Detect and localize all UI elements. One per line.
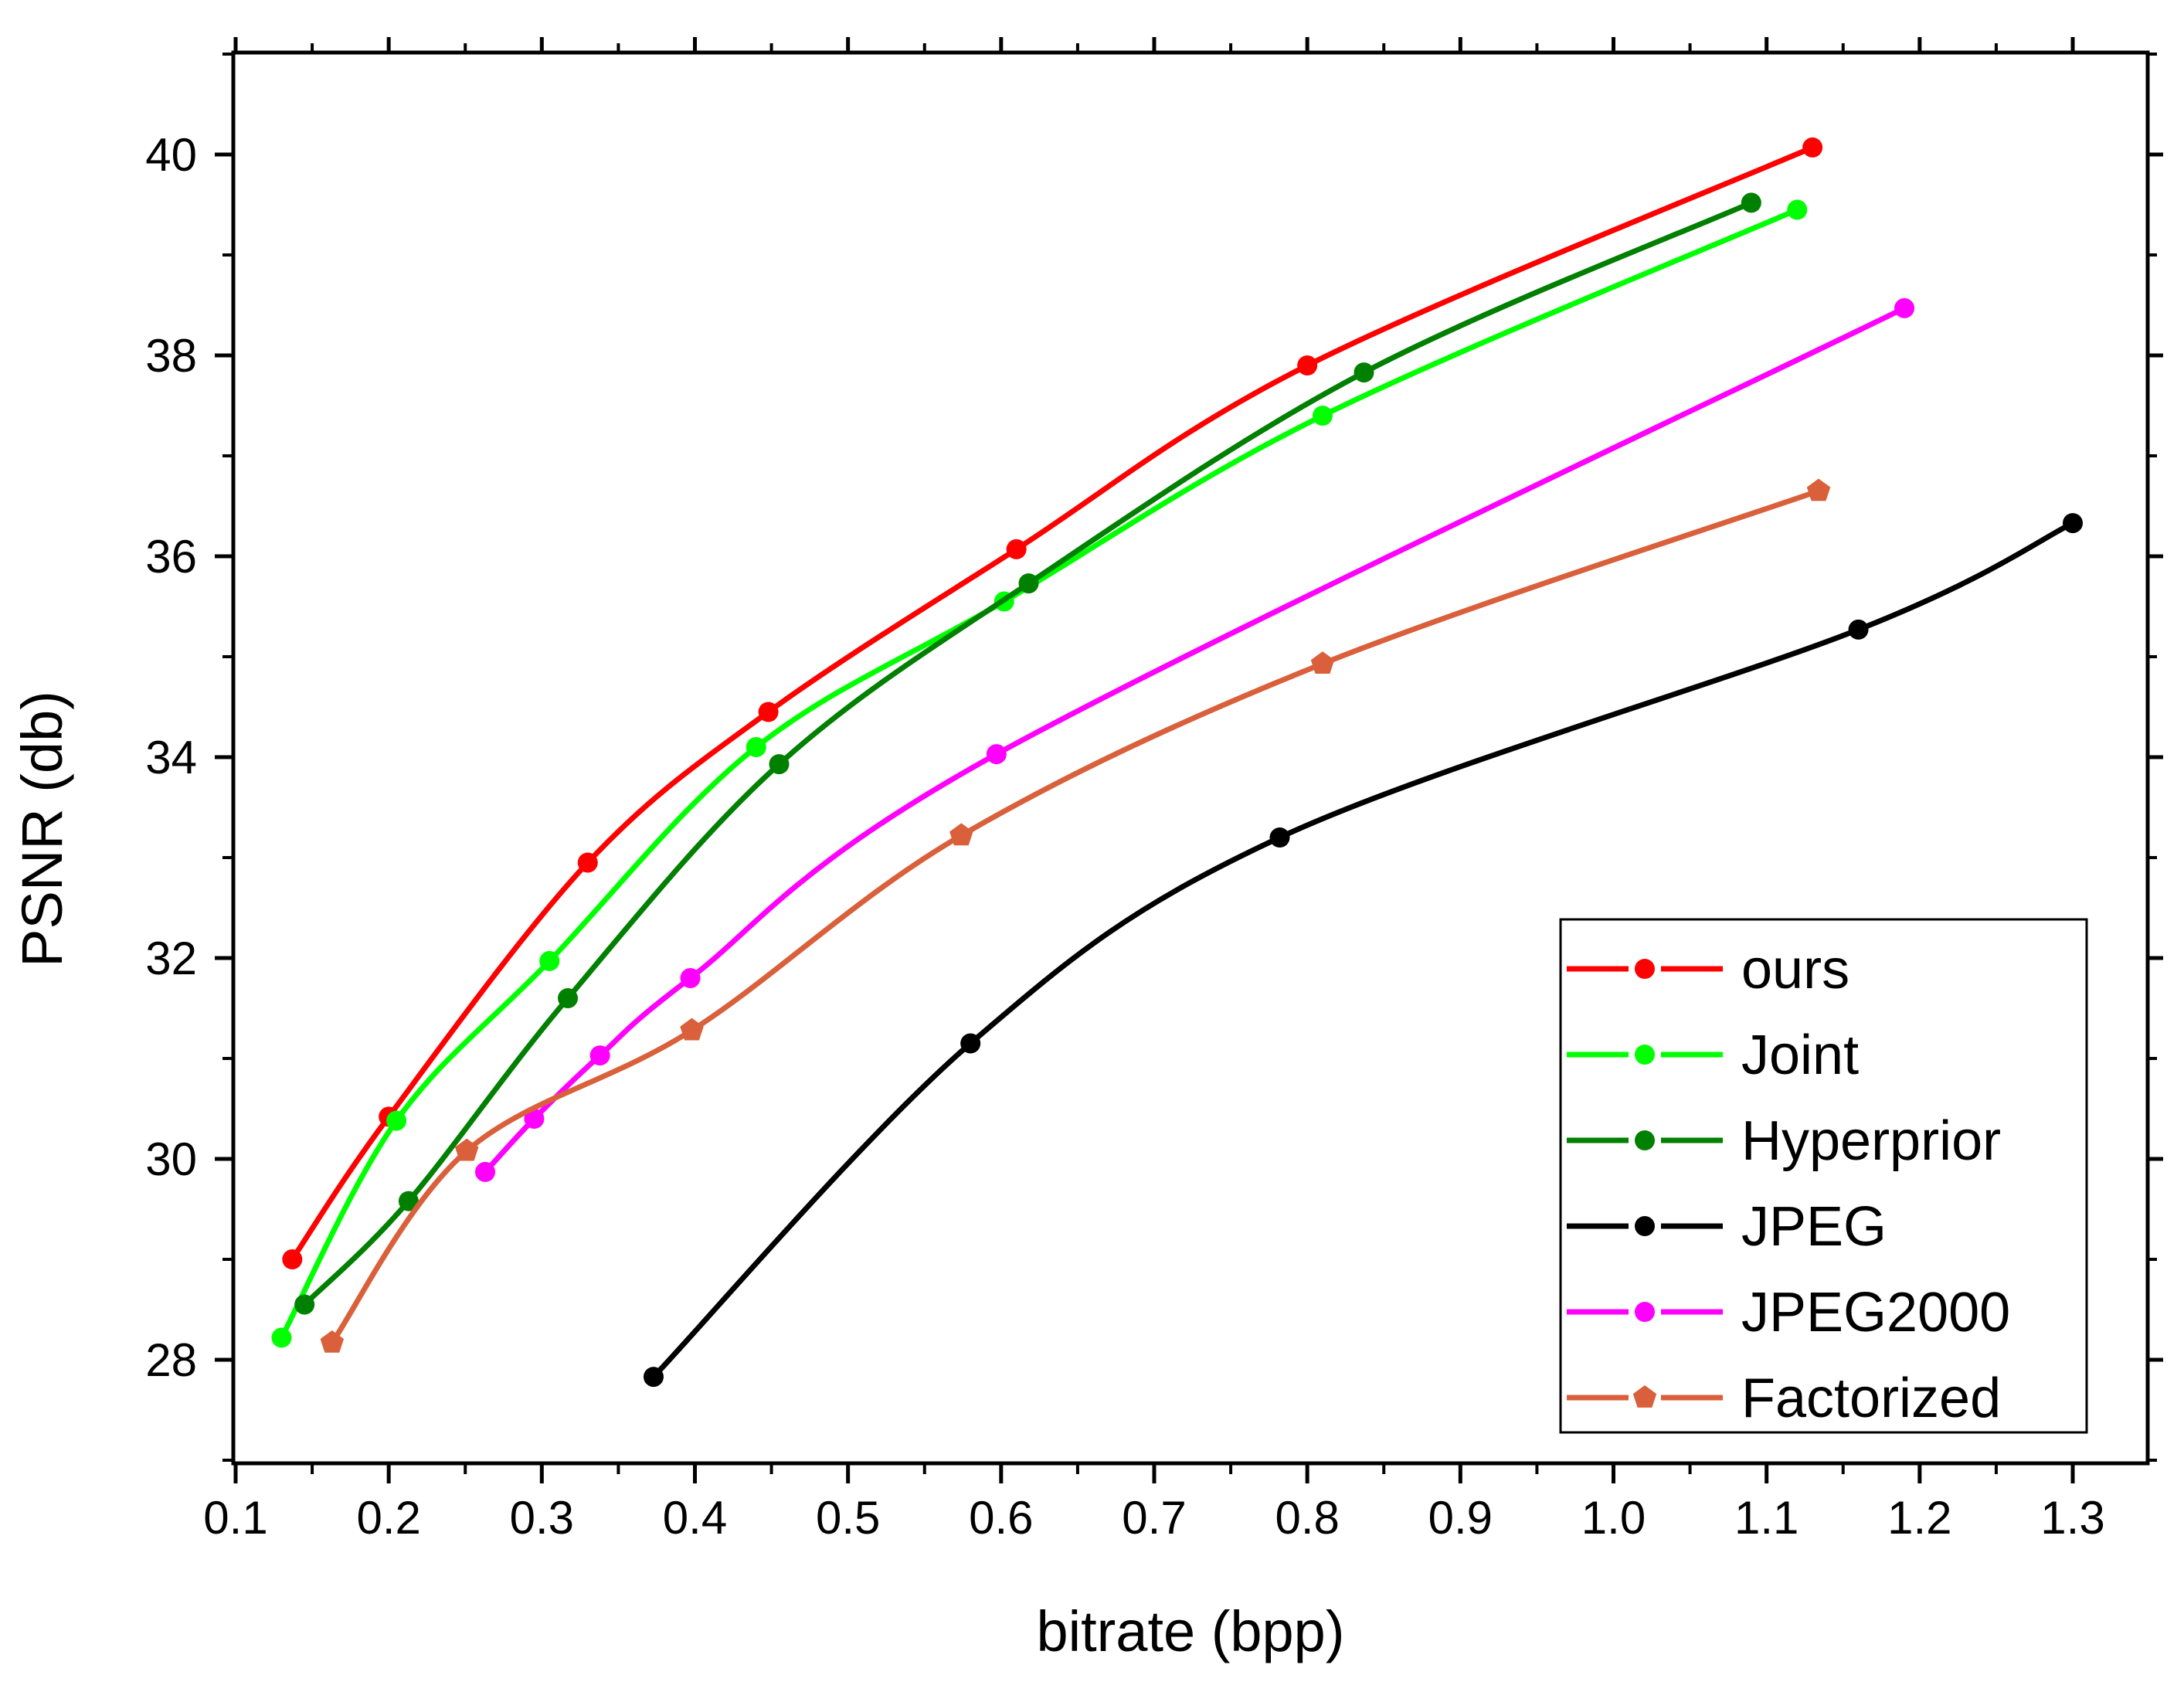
legend-marker-factorized (1632, 1385, 1657, 1408)
y-tick-label: 36 (145, 531, 197, 583)
data-point-jpeg (960, 1033, 981, 1054)
x-tick-label: 1.3 (2040, 1492, 2104, 1544)
data-point-ours (1006, 539, 1027, 559)
legend-box (1559, 918, 2088, 1434)
x-tick-label: 0.3 (510, 1492, 574, 1544)
data-point-factorized (455, 1138, 479, 1161)
data-point-joint (1312, 406, 1333, 426)
legend: ours Joint Hyperprior JPEG JPEG2000 Factorize… (1559, 918, 2088, 1434)
data-point-hyperprior (398, 1191, 419, 1211)
legend-marker-hyperprior (1635, 1130, 1655, 1150)
legend-label-factorized: Factorized (1741, 1368, 2001, 1429)
data-point-factorized (320, 1330, 345, 1353)
data-point-jpeg (643, 1367, 664, 1388)
y-tick-label: 40 (145, 129, 197, 181)
series-hyperprior (294, 192, 1761, 1315)
data-point-factorized (1806, 478, 1831, 501)
data-point-factorized (1310, 651, 1335, 674)
data-point-jpeg (2063, 513, 2083, 534)
legend-marker-joint (1635, 1045, 1655, 1065)
x-tick-label: 1.0 (1581, 1492, 1646, 1544)
data-point-ours (1297, 355, 1318, 375)
x-tick-label: 0.4 (663, 1492, 727, 1544)
y-tick-label: 32 (145, 933, 197, 984)
legend-item-joint: Joint (1567, 1024, 1859, 1086)
legend-marker-ours (1635, 959, 1655, 979)
data-point-jpeg (1269, 827, 1290, 848)
legend-label-jpeg: JPEG (1741, 1196, 1887, 1258)
data-point-jpeg2000 (680, 968, 701, 988)
data-point-hyperprior (769, 754, 790, 775)
y-tick-label: 38 (145, 330, 197, 382)
series-factorized (320, 478, 1831, 1353)
data-point-joint (386, 1110, 407, 1131)
data-point-jpeg2000 (475, 1161, 496, 1182)
legend-item-jpeg: JPEG (1567, 1196, 1887, 1258)
data-point-joint (746, 737, 766, 757)
x-tick-label: 0.9 (1428, 1492, 1493, 1544)
x-tick-label: 1.2 (1887, 1492, 1951, 1544)
series-line-joint (278, 207, 1800, 1340)
data-point-ours (282, 1249, 303, 1269)
data-point-hyperprior (1354, 362, 1374, 383)
x-tick-label: 0.2 (356, 1492, 420, 1544)
data-point-hyperprior (294, 1294, 315, 1315)
y-axis-label: PSNR (db) (10, 691, 74, 967)
y-tick-label: 30 (145, 1133, 197, 1185)
data-point-ours (577, 852, 598, 873)
legend-marker-jpeg (1635, 1216, 1655, 1236)
series-jpeg (643, 513, 2083, 1388)
x-tick-label: 1.1 (1734, 1492, 1798, 1544)
data-point-factorized (949, 823, 973, 846)
plot-area (231, 50, 2150, 1466)
data-point-joint (271, 1327, 292, 1348)
x-axis-label: bitrate (bpp) (1037, 1599, 1345, 1663)
x-tick-label: 0.7 (1122, 1492, 1186, 1544)
legend-label-joint: Joint (1741, 1024, 1859, 1086)
data-point-hyperprior (558, 988, 579, 1008)
data-point-joint (1787, 199, 1808, 220)
data-point-factorized (680, 1018, 704, 1041)
legend-label-hyperprior: Hyperprior (1741, 1110, 2001, 1172)
legend-item-ours: ours (1567, 939, 1849, 1001)
data-point-jpeg2000 (986, 744, 1007, 765)
data-point-jpeg2000 (1894, 297, 1915, 318)
x-tick-label: 0.6 (969, 1492, 1033, 1544)
legend-marker-jpeg2000 (1635, 1302, 1655, 1322)
data-point-ours (1802, 137, 1823, 158)
data-point-joint (539, 950, 560, 971)
y-tick-label: 28 (145, 1334, 197, 1386)
x-tick-label: 0.5 (816, 1492, 880, 1544)
data-point-hyperprior (1018, 573, 1039, 594)
x-tick-label: 0.1 (203, 1492, 267, 1544)
legend-item-factorized: Factorized (1567, 1368, 2001, 1429)
legend-label-jpeg2000: JPEG2000 (1741, 1282, 2010, 1344)
data-point-jpeg2000 (589, 1045, 610, 1066)
series-line-ours (289, 144, 1815, 1262)
series-line-hyperprior (301, 199, 1754, 1307)
legend-item-jpeg2000: JPEG2000 (1567, 1282, 2010, 1344)
legend-item-hyperprior: Hyperprior (1567, 1110, 2001, 1172)
data-point-hyperprior (1741, 192, 1761, 213)
data-point-ours (758, 702, 779, 722)
x-tick-label: 0.8 (1275, 1492, 1339, 1544)
legend-label-ours: ours (1741, 939, 1849, 1001)
data-point-jpeg (1848, 619, 1869, 640)
y-tick-label: 34 (145, 732, 197, 783)
data-point-jpeg2000 (524, 1109, 545, 1129)
